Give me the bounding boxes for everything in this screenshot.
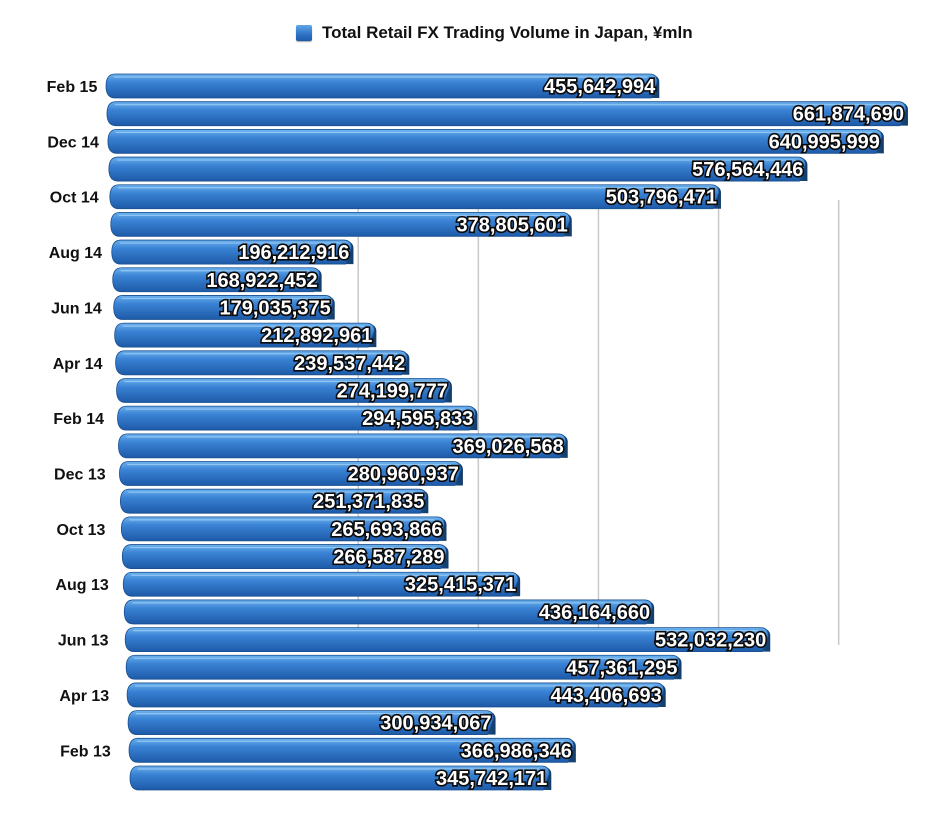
y-tick-label: Apr 13 — [59, 688, 109, 705]
data-label: 532,032,230 — [655, 630, 766, 652]
data-label: 265,693,866 — [331, 519, 442, 541]
data-label: 294,595,833 — [362, 408, 473, 430]
data-label: 280,960,937 — [348, 464, 459, 486]
data-label: 196,212,916 — [238, 242, 349, 264]
data-label: 239,537,442 — [294, 353, 405, 375]
data-label: 251,371,835 — [313, 491, 424, 513]
data-label: 378,805,601 — [457, 214, 568, 236]
data-label: 345,742,171 — [436, 768, 547, 790]
bar — [121, 544, 447, 569]
bar — [117, 405, 476, 431]
y-tick-label: Feb 13 — [60, 743, 111, 760]
bar — [108, 156, 806, 182]
bar — [128, 737, 575, 763]
data-label: 369,026,568 — [452, 436, 563, 458]
data-label: 457,361,295 — [566, 657, 677, 679]
data-label: 443,406,693 — [550, 685, 661, 707]
y-tick-label: Dec 13 — [54, 467, 106, 484]
bar — [115, 350, 408, 376]
bar — [114, 322, 375, 348]
data-label: 274,199,777 — [337, 380, 448, 402]
y-tick-label: Aug 13 — [55, 577, 108, 594]
data-label: 366,986,346 — [461, 740, 572, 762]
y-tick-label: Feb 14 — [53, 411, 104, 428]
bar — [111, 239, 352, 265]
data-label: 640,995,999 — [769, 131, 880, 153]
bar — [109, 184, 720, 210]
y-axis-tick-labels: Feb 15 Dec 14 Oct 14 Aug 14 Jun 14 Apr 14 Feb … — [47, 79, 111, 760]
legend-label: Total Retail FX Trading Volume in Japan,… — [322, 23, 693, 42]
bar — [106, 101, 907, 127]
bar — [105, 73, 658, 99]
bar — [113, 295, 334, 320]
bar — [107, 128, 883, 154]
data-label: 576,564,446 — [692, 159, 803, 181]
y-tick-label: Oct 13 — [56, 522, 105, 539]
y-tick-label: Apr 14 — [53, 356, 103, 373]
data-label: 661,874,690 — [793, 104, 904, 126]
data-label: 179,035,375 — [219, 297, 330, 319]
bar — [123, 599, 653, 625]
data-label: 300,934,067 — [380, 713, 491, 735]
bars: 455,642,994 661,874,690 640,995,999 576,564… — [105, 73, 908, 792]
bar — [129, 765, 550, 791]
bar — [110, 212, 571, 237]
data-label: 436,164,660 — [539, 602, 650, 624]
bar — [118, 433, 567, 459]
legend-swatch — [296, 25, 312, 41]
data-label: 212,892,961 — [261, 325, 372, 347]
bar — [112, 267, 321, 293]
y-tick-label: Oct 14 — [50, 190, 99, 207]
bar — [116, 378, 451, 403]
data-label: 168,922,452 — [206, 270, 317, 292]
y-tick-label: Jun 14 — [51, 300, 102, 317]
data-label: 503,796,471 — [606, 187, 717, 209]
data-label: 455,642,994 — [544, 76, 656, 98]
y-tick-label: Jun 13 — [58, 633, 109, 650]
bar — [119, 488, 427, 514]
bar — [126, 682, 665, 708]
bar — [124, 627, 769, 652]
bar — [122, 571, 519, 597]
y-tick-label: Feb 15 — [47, 79, 98, 96]
data-label: 266,587,289 — [333, 547, 444, 569]
y-tick-label: Dec 14 — [47, 134, 99, 151]
bar — [119, 461, 462, 486]
bar — [125, 654, 680, 680]
data-label: 325,415,371 — [405, 574, 516, 596]
chart-legend: Total Retail FX Trading Volume in Japan,… — [296, 22, 693, 44]
bar — [120, 516, 445, 542]
bar — [127, 710, 494, 736]
y-tick-label: Aug 14 — [49, 245, 102, 262]
